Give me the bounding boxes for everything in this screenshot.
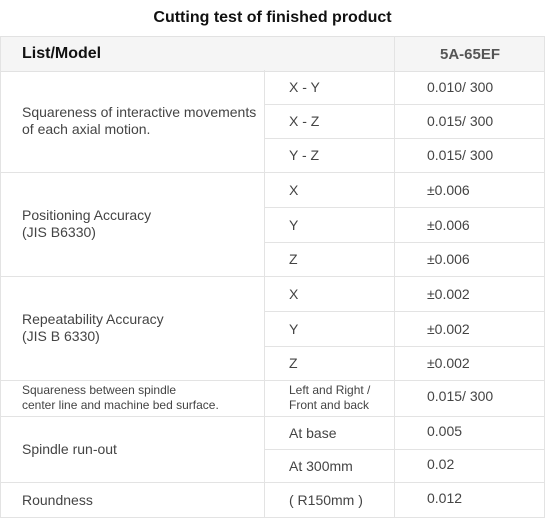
column-divider-2 [394, 36, 395, 518]
item-pos-x: X [289, 181, 299, 198]
value-pos-x: ±0.006 [427, 181, 470, 198]
list-model-label: List/Model [22, 45, 102, 62]
group-divider [0, 416, 545, 417]
model-name: 5A-65EF [439, 45, 501, 63]
table-title: Cutting test of finished product [153, 9, 392, 26]
group-divider [0, 380, 545, 381]
category-squareness: Squareness of interactive movements of e… [22, 104, 257, 137]
value-at-300mm: 0.02 [427, 456, 455, 472]
group-divider [0, 276, 545, 277]
value-x-z: 0.015/ 300 [427, 113, 494, 129]
item-pos-y: Y [289, 216, 299, 233]
value-x-y: 0.010/ 300 [427, 79, 494, 95]
column-divider-1 [264, 70, 265, 518]
category-spindle-run-out: Spindle run-out [22, 440, 117, 457]
value-rep-x: ±0.002 [427, 285, 470, 302]
row-divider [264, 311, 545, 312]
item-pos-z: Z [289, 251, 298, 267]
item-at-300mm: At 300mm [289, 457, 353, 474]
category-roundness: Roundness [22, 491, 93, 508]
item-y-z: Y - Z [289, 147, 320, 163]
row-divider [264, 104, 545, 105]
item-left-right-front-back: Left and Right / Front and back [289, 383, 371, 412]
row-divider [264, 207, 545, 208]
group-divider [0, 172, 545, 173]
value-roundness: 0.012 [427, 490, 463, 506]
value-rep-z: ±0.002 [427, 355, 470, 371]
item-rep-z: Z [289, 355, 298, 371]
table-border-bottom [0, 517, 545, 518]
value-pos-y: ±0.006 [427, 216, 470, 233]
header-row: List/Model 5A-65EF [0, 36, 545, 72]
row-divider [264, 346, 545, 347]
category-positioning-accuracy: Positioning Accuracy (JIS B6330) [22, 207, 152, 240]
row-divider [264, 242, 545, 243]
row-divider [264, 138, 545, 139]
item-x-z: X - Z [289, 113, 320, 129]
value-spindle-squareness: 0.015/ 300 [427, 388, 494, 404]
item-x-y: X - Y [289, 79, 320, 95]
item-r150mm: ( R150mm ) [289, 492, 363, 508]
value-rep-y: ±0.002 [427, 320, 470, 337]
row-divider [264, 449, 545, 450]
category-repeatability-accuracy: Repeatability Accuracy (JIS B 6330) [22, 311, 164, 344]
table-border-left [0, 36, 1, 518]
item-rep-x: X [289, 285, 299, 302]
item-rep-y: Y [289, 320, 299, 337]
value-y-z: 0.015/ 300 [427, 147, 494, 163]
value-at-base: 0.005 [427, 423, 463, 439]
category-spindle-squareness: Squareness between spindle center line a… [22, 383, 219, 412]
value-pos-z: ±0.006 [427, 251, 470, 267]
group-divider [0, 482, 545, 483]
item-at-base: At base [289, 424, 337, 441]
